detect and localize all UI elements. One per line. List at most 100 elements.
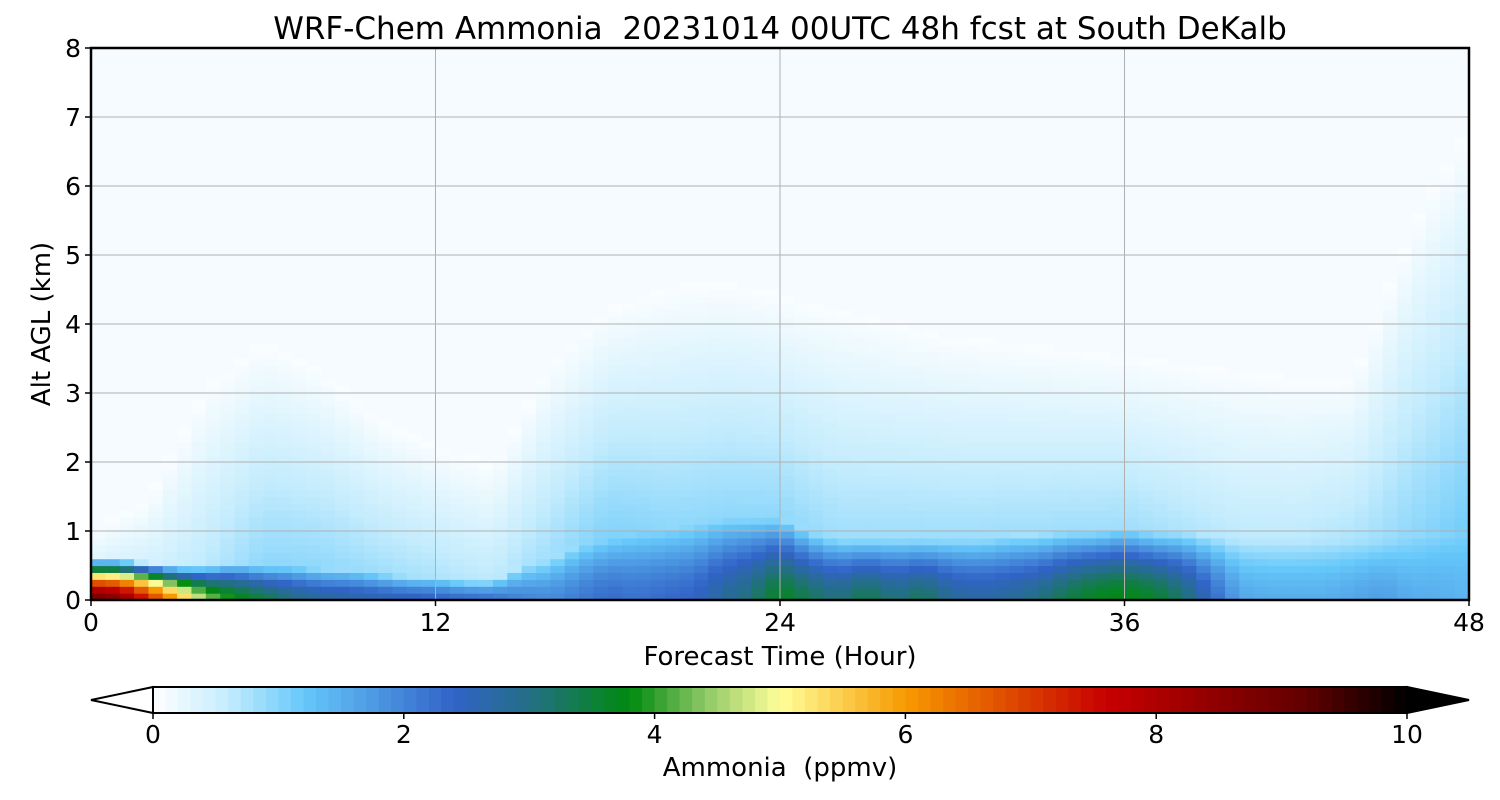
heatmap-cell	[1296, 462, 1312, 470]
heatmap-cell	[277, 413, 293, 422]
heatmap-cell	[1339, 510, 1355, 518]
heatmap-cell	[248, 358, 264, 366]
heatmap-cell	[1268, 386, 1283, 394]
heatmap-cell	[1153, 393, 1169, 401]
heatmap-cell	[1167, 393, 1183, 401]
heatmap-cell	[105, 551, 121, 560]
heatmap-cell	[1067, 462, 1083, 470]
heatmap-cell	[1009, 365, 1025, 373]
heatmap-cell	[679, 503, 695, 511]
heatmap-cell	[521, 420, 537, 429]
heatmap-cell	[736, 406, 752, 415]
colorbar-cell	[1043, 687, 1057, 713]
heatmap-cell	[205, 448, 221, 456]
colorbar: 0 2 4 6 8 10 Ammonia (ppmv)	[90, 685, 1470, 783]
heatmap-cell	[349, 565, 365, 573]
heatmap-cell	[1354, 586, 1370, 594]
heatmap-cell	[693, 448, 709, 456]
heatmap-cell	[1210, 475, 1226, 484]
heatmap-cell	[708, 558, 724, 567]
heatmap-cell	[191, 406, 207, 415]
heatmap-cell	[234, 475, 250, 484]
heatmap-cell	[808, 510, 824, 518]
heatmap-cell	[1311, 441, 1327, 449]
heatmap-cell	[708, 593, 724, 600]
heatmap-cell	[894, 593, 910, 600]
heatmap-cell	[564, 455, 580, 463]
heatmap-cell	[751, 413, 767, 422]
heatmap-cell	[1397, 427, 1413, 435]
heatmap-cell	[507, 565, 523, 573]
heatmap-cell	[349, 579, 365, 587]
heatmap-cell	[1311, 393, 1327, 401]
heatmap-cell	[866, 558, 882, 567]
heatmap-cell	[1196, 524, 1212, 532]
heatmap-cell	[1239, 510, 1255, 518]
heatmap-cell	[162, 510, 178, 518]
heatmap-cell	[1138, 427, 1154, 435]
heatmap-cell	[808, 344, 824, 353]
heatmap-cell	[1382, 289, 1398, 297]
heatmap-cell	[722, 586, 738, 594]
heatmap-cell	[1095, 455, 1111, 463]
heatmap-cell	[1296, 455, 1312, 463]
heatmap-cell	[1311, 572, 1327, 580]
heatmap-cell	[492, 482, 508, 491]
heatmap-cell	[1397, 475, 1413, 484]
heatmap-cell	[535, 544, 551, 553]
heatmap-cell	[736, 551, 752, 560]
heatmap-cell	[1253, 537, 1269, 546]
heatmap-cell	[564, 358, 580, 366]
heatmap-cell	[335, 406, 350, 415]
heatmap-cell	[435, 455, 451, 463]
heatmap-cell	[177, 427, 193, 435]
heatmap-cell	[1425, 289, 1441, 297]
heatmap-cell	[234, 393, 250, 401]
heatmap-cell	[1454, 151, 1469, 159]
heatmap-cell	[535, 482, 551, 491]
heatmap-cell	[636, 399, 652, 408]
heatmap-cell	[923, 517, 939, 525]
heatmap-cell	[1038, 496, 1054, 504]
heatmap-cell	[1095, 558, 1111, 567]
heatmap-cell	[1253, 427, 1269, 435]
heatmap-cell	[1311, 579, 1327, 587]
heatmap-cell	[1210, 468, 1226, 477]
heatmap-cell	[794, 310, 810, 318]
heatmap-cell	[1210, 586, 1226, 594]
heatmap-cell	[808, 406, 824, 415]
heatmap-cell	[1296, 593, 1312, 600]
heatmap-cell	[650, 531, 666, 539]
colorbar-cell	[215, 687, 229, 713]
heatmap-cell	[1397, 503, 1413, 511]
heatmap-cell	[1296, 482, 1312, 491]
heatmap-cell	[1067, 386, 1083, 394]
heatmap-cell	[1181, 537, 1197, 546]
heatmap-cell	[1368, 386, 1384, 394]
heatmap-cell	[349, 558, 365, 567]
heatmap-cell	[535, 386, 551, 394]
heatmap-cell	[722, 289, 738, 297]
heatmap-cell	[980, 586, 996, 594]
heatmap-cell	[1052, 386, 1068, 394]
heatmap-cell	[980, 406, 996, 415]
heatmap-cell	[507, 579, 523, 587]
heatmap-cell	[1124, 393, 1140, 401]
heatmap-cell	[1167, 489, 1183, 498]
heatmap-cell	[736, 317, 752, 325]
heatmap-cell	[1425, 220, 1441, 228]
heatmap-cell	[162, 572, 178, 580]
heatmap-cell	[1052, 427, 1068, 435]
heatmap-cell	[205, 482, 221, 491]
colorbar-cell	[253, 687, 267, 713]
heatmap-cell	[406, 468, 422, 477]
heatmap-cell	[1382, 358, 1398, 366]
heatmap-cell	[866, 565, 882, 573]
heatmap-cell	[679, 289, 695, 297]
heatmap-cell	[1167, 462, 1183, 470]
heatmap-cell	[1210, 448, 1226, 456]
heatmap-cell	[665, 310, 681, 318]
heatmap-cell	[421, 558, 437, 567]
heatmap-cell	[1081, 586, 1097, 594]
heatmap-cell	[507, 551, 523, 560]
